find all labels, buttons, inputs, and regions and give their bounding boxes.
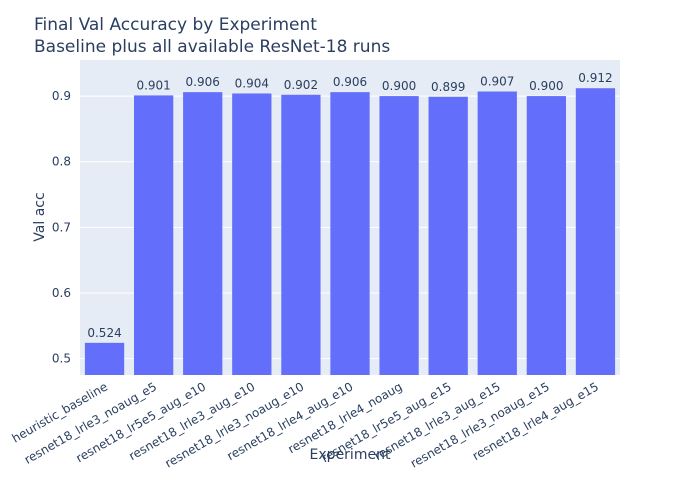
y-axis-ticks: 0.5 0.6 0.7 0.8 0.9 [52,89,71,366]
bar [526,96,566,375]
bar [134,95,174,375]
data-label: 0.906 [333,75,367,89]
bar [232,93,272,375]
data-label: 0.906 [186,75,220,89]
data-label: 0.901 [136,78,170,92]
x-axis-title: Experiment [310,447,391,463]
y-tick-label: 0.8 [52,155,71,169]
y-tick-label: 0.6 [52,286,71,300]
data-labels: 0.524 0.901 0.906 0.904 0.902 0.906 0.900 0.899… [87,71,612,340]
data-label: 0.907 [480,75,514,89]
x-axis-ticks: heuristic_baselineresnet18_lrle3_noaug_e… [10,379,601,470]
bar [84,342,125,375]
data-label: 0.900 [529,79,563,93]
bar [183,92,223,375]
bar [330,92,370,375]
data-label: 0.900 [382,79,416,93]
data-label: 0.524 [87,326,121,340]
chart-title: Final Val Accuracy by Experiment [34,15,317,35]
data-label: 0.899 [431,80,465,94]
y-tick-label: 0.7 [52,220,71,234]
bar [477,91,517,375]
bars [84,88,616,375]
chart-subtitle: Baseline plus all available ResNet-18 ru… [34,37,390,57]
data-label: 0.902 [284,78,318,92]
bar [281,94,321,375]
y-tick-label: 0.9 [52,89,71,103]
bar [575,88,616,375]
bar [379,96,419,375]
data-label: 0.904 [235,76,269,90]
y-axis-title: Val acc [32,192,48,241]
data-label: 0.912 [578,71,612,85]
y-tick-label: 0.5 [52,352,71,366]
bar [428,96,468,375]
